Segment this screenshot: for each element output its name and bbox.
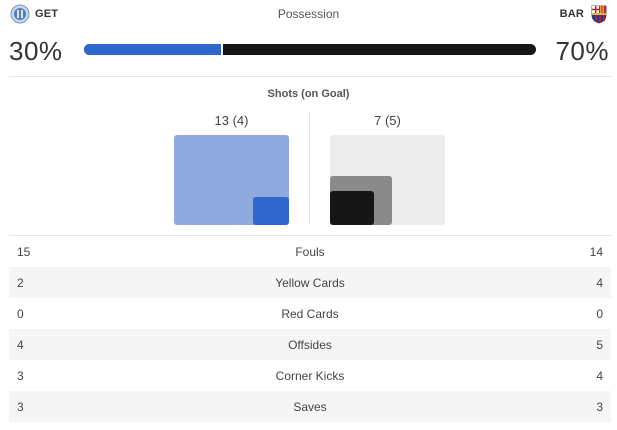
home-on-goal-fill [253, 197, 289, 225]
stat-row: 2 Yellow Cards 4 [9, 267, 611, 298]
stat-home-value: 0 [17, 306, 24, 321]
stat-home-value: 15 [17, 244, 31, 259]
home-shots-value: 13 (4) [214, 113, 249, 128]
stat-away-value: 4 [596, 275, 603, 290]
stat-label: Offsides [288, 337, 332, 352]
shots-title: Shots (on Goal) [267, 88, 350, 100]
home-team-abbr: GET [35, 8, 59, 20]
away-team-abbr: BAR [559, 8, 584, 20]
away-possession-pct: 70% [555, 36, 609, 66]
stat-away-value: 5 [596, 337, 603, 352]
stat-away-value: 14 [589, 244, 603, 259]
stat-row: 15 Fouls 14 [9, 236, 611, 267]
stat-label: Fouls [295, 244, 325, 259]
stat-label: Corner Kicks [275, 368, 345, 383]
home-possession-fill [84, 44, 221, 55]
stat-row: 3 Saves 3 [9, 391, 611, 422]
away-shots-value: 7 (5) [374, 113, 401, 128]
stat-away-value: 4 [596, 368, 603, 383]
stat-home-value: 3 [17, 368, 24, 383]
home-team[interactable]: GET [10, 4, 58, 24]
stat-label: Saves [293, 399, 327, 414]
away-shots-box [330, 135, 445, 225]
away-team[interactable]: BAR [560, 4, 609, 24]
home-shots-box [174, 135, 289, 225]
stat-home-value: 4 [17, 337, 24, 352]
divider [9, 235, 611, 236]
stat-away-value: 0 [596, 306, 603, 321]
getafe-crest-icon [10, 4, 30, 24]
possession-bar [84, 44, 536, 55]
divider [9, 76, 611, 77]
stat-row: 0 Red Cards 0 [9, 298, 611, 329]
stat-row: 4 Offsides 5 [9, 329, 611, 360]
away-on-goal-fill [330, 191, 374, 225]
match-header: GET Possession BAR [0, 0, 617, 28]
stats-table: 15 Fouls 14 2 Yellow Cards 4 0 Red Cards 0 4 Offsi… [9, 236, 611, 422]
stat-label: Red Cards [281, 306, 339, 321]
stat-label: Yellow Cards [275, 275, 345, 290]
home-possession-pct: 30% [9, 36, 63, 66]
shots-divider [309, 112, 310, 225]
stat-home-value: 3 [17, 399, 24, 414]
stat-home-value: 2 [17, 275, 24, 290]
possession-title: Possession [277, 7, 340, 21]
stat-row: 3 Corner Kicks 4 [9, 360, 611, 391]
stat-away-value: 3 [596, 399, 603, 414]
barcelona-crest-icon [591, 5, 607, 24]
possession-split [221, 44, 223, 55]
